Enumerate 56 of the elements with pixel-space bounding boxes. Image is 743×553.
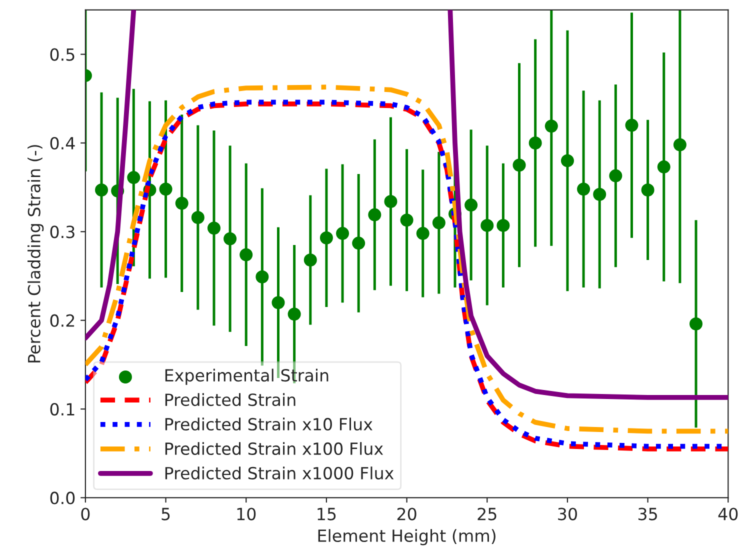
point [256,270,269,284]
point [528,136,542,150]
x-tick-label: 30 [558,508,577,520]
point [336,226,350,240]
point [95,183,108,196]
point [560,154,574,168]
legend-label: Predicted Strain [165,393,296,406]
point [416,226,430,240]
point [224,232,237,246]
point [191,210,204,224]
point [673,138,686,152]
y-tick-label: 0.3 [50,226,74,238]
point [352,236,366,250]
x-tick-label: 10 [237,508,256,520]
legend-label: Predicted Strain x1000 Flux [165,466,394,480]
point [496,218,510,232]
point [400,214,414,227]
point [368,208,382,222]
y-tick-label: 0.2 [50,314,74,327]
point [480,218,494,232]
x-axis-title: Element Height (mm) [318,529,496,546]
point [288,308,301,321]
point [207,222,220,235]
point [175,196,188,210]
point [464,198,478,212]
point [512,158,526,172]
point [432,216,446,230]
point [384,195,398,208]
point [272,296,285,310]
point [544,120,558,133]
y-tick-label: 0.5 [50,48,74,61]
x-tick-label: 20 [397,508,416,520]
point [641,183,654,196]
x-tick-label: 25 [478,508,496,520]
x-tick-label: 15 [318,508,336,520]
x-tick-label: 35 [638,508,657,520]
legend-label: Predicted Strain x100 Flux [165,442,384,456]
point [320,231,333,244]
y-tick-label: 0.0 [50,492,75,504]
point [593,188,606,201]
y-axis-title: Percent Cladding Strain (-) [28,145,44,362]
point [657,160,670,174]
x-tick-label: 5 [162,508,170,520]
point [625,118,638,132]
y-tick-label: 0.1 [50,402,74,416]
point [240,248,253,262]
point [304,254,317,267]
legend-label: Predicted Strain x10 Flux [165,418,372,431]
point [159,182,172,196]
point [690,317,703,330]
point [609,169,622,182]
x-tick-label: 40 [718,508,738,520]
y-tick-label: 0.4 [50,136,75,150]
x-tick-label: 0 [81,508,90,520]
point [577,182,590,196]
point [127,171,140,184]
